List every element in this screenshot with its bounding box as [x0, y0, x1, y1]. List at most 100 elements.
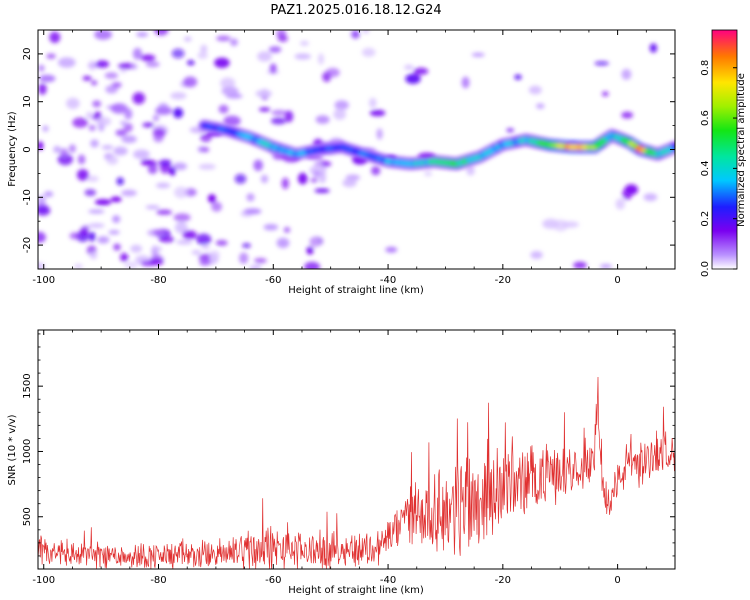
spectrogram-noise-blob: [297, 172, 308, 185]
spectrogram-noise-blob: [599, 264, 612, 269]
spectrogram-noise-blob: [42, 125, 49, 132]
snr-x-tick-label: -40: [380, 575, 396, 586]
spectrogram-noise-blob: [318, 53, 324, 65]
spectrogram-noise-blob: [385, 246, 398, 253]
spectrogram-noise-blob: [49, 31, 61, 43]
spectrogram-noise-blob: [333, 108, 347, 120]
spectrogram-noise-blob: [594, 61, 610, 66]
spectrogram-noise-blob: [77, 154, 86, 165]
spectrogram-noise-blob: [38, 83, 47, 95]
spectrogram-noise-blob: [276, 237, 290, 249]
spectrogram-noise-blob: [304, 261, 321, 269]
spectrogram-noise-blob: [145, 205, 160, 210]
spectrogram-y-ticks: -20 -10 0 10 20: [22, 29, 675, 270]
spectrogram-noise-blob: [172, 162, 188, 171]
spectrogram-noise-blob: [89, 251, 98, 260]
spectrogram-noise-blob: [82, 75, 92, 81]
spectrogram-noise-blob: [199, 259, 211, 266]
spectrogram-noise-blob: [80, 226, 89, 236]
colorbar-ticks: 0.0 0.2 0.4 0.6 0.8: [700, 60, 737, 277]
snr-y-tick-label: 1000: [22, 439, 33, 464]
spectrogram-noise-blob: [38, 141, 44, 151]
spectrogram-noise-blob: [314, 188, 330, 193]
spectrogram-noise-blob: [110, 103, 128, 114]
spectrogram-noise-blob: [215, 240, 228, 246]
spectrogram-noise-blob: [376, 128, 383, 140]
spectrogram-noise-blob: [86, 175, 99, 182]
spectrogram-noise-blob: [90, 139, 99, 148]
spectrogram-noise-blob: [342, 178, 357, 188]
colorbar-tick-label: 0.2: [700, 211, 711, 227]
spectrogram-noise-blob: [202, 147, 210, 153]
chart-title: PAZ1.2025.016.18.12.G24: [270, 3, 441, 18]
spectrogram-noise-blob: [123, 122, 133, 133]
spectrogram-noise-blob: [149, 257, 164, 266]
spectrogram-noise-blob: [514, 74, 522, 80]
spectrogram-noise-blob: [601, 91, 609, 97]
spectrogram-noise-blob: [253, 159, 264, 171]
colorbar-tick-label: 0.6: [700, 110, 711, 126]
spectrogram-noise-blob: [176, 239, 193, 245]
spectrogram-noise-blob: [119, 121, 127, 125]
snr-y-tick-label: 500: [22, 507, 33, 526]
colorbar-tick-label: 0.8: [700, 60, 711, 76]
spectrogram-noise-blob: [643, 193, 658, 202]
spectrogram-noise-blob: [621, 111, 634, 119]
spectrogram-x-ticks: -100 -80 -60 -40 -20 0: [32, 30, 676, 286]
spectrogram-noise-blob: [269, 63, 277, 74]
spectrogram-noise-blob: [281, 177, 289, 190]
spectrogram-noise-blob: [404, 64, 414, 70]
spectrogram-noise-blob: [169, 166, 176, 176]
spectrogram-x-tick-label: -40: [380, 275, 396, 286]
spectrogram-noise-blob: [124, 261, 138, 269]
spectrogram-noise-blob: [174, 221, 188, 234]
spectrogram-noise-blob: [461, 76, 470, 89]
spectrogram-noise-blob: [140, 159, 155, 166]
spectrogram-noise-blob: [116, 177, 124, 186]
spectrogram-noise-blob: [277, 35, 288, 42]
spectrogram-noise-blob: [315, 115, 330, 124]
spectrogram-y-label: Frequency (Hz): [7, 111, 18, 187]
spectrogram-noise-blob: [183, 76, 198, 88]
spectrogram-noise-blob: [260, 174, 269, 184]
spectrogram-noise-blob: [242, 243, 251, 248]
colorbar-gradient: [712, 30, 737, 269]
spectrogram-noise-blob: [466, 165, 475, 176]
spectrogram-noise-blob: [270, 117, 287, 125]
spectrogram-noise-blob: [120, 252, 129, 262]
spectrogram-noise-blob: [299, 40, 309, 46]
spectrogram-noise-blob: [197, 52, 208, 59]
spectrogram-noise-blob: [76, 169, 89, 181]
colorbar-tick-label: 0.0: [700, 261, 711, 277]
spectrogram-noise-blob: [314, 161, 323, 170]
spectrogram-noise-blob: [369, 109, 386, 117]
spectrogram-noise-blob: [362, 30, 370, 34]
spectrogram-noise-blob: [263, 224, 279, 231]
spectrogram-noise-blob: [46, 53, 56, 59]
spectrogram-noise-blob: [191, 250, 202, 255]
spectrogram-noise-blob: [155, 182, 171, 189]
spectrogram-noise-blob: [198, 253, 211, 261]
spectrogram-x-tick-label: -20: [495, 275, 511, 286]
spectrogram-noise-blob: [254, 258, 267, 264]
spectrogram-noise-blob: [649, 43, 658, 53]
spectrogram-noise-blob: [90, 80, 98, 86]
spectrogram-noise-blob: [133, 149, 150, 160]
spectrogram-noise-blob: [38, 231, 46, 243]
spectrogram-noise-blob: [210, 250, 220, 260]
spectrogram-noise-blob: [57, 153, 73, 166]
spectrogram-noise-blob: [249, 264, 259, 269]
spectrogram-y-tick-label: 10: [22, 95, 33, 108]
spectrogram-noise-blob: [68, 144, 76, 153]
spectrogram-noise-blob: [58, 57, 76, 68]
spectrogram-noise-blob: [271, 109, 288, 116]
spectrogram-noise-blob: [243, 208, 262, 215]
spectrogram-y-tick-label: 0: [22, 146, 33, 152]
spectrogram-noise-blob: [615, 198, 626, 210]
spectrogram-noise-blob: [361, 47, 376, 58]
spectrogram-noise-blob: [97, 236, 110, 244]
spectrogram-noise-blob: [230, 38, 238, 47]
spectrogram-noise-blob: [351, 30, 360, 39]
